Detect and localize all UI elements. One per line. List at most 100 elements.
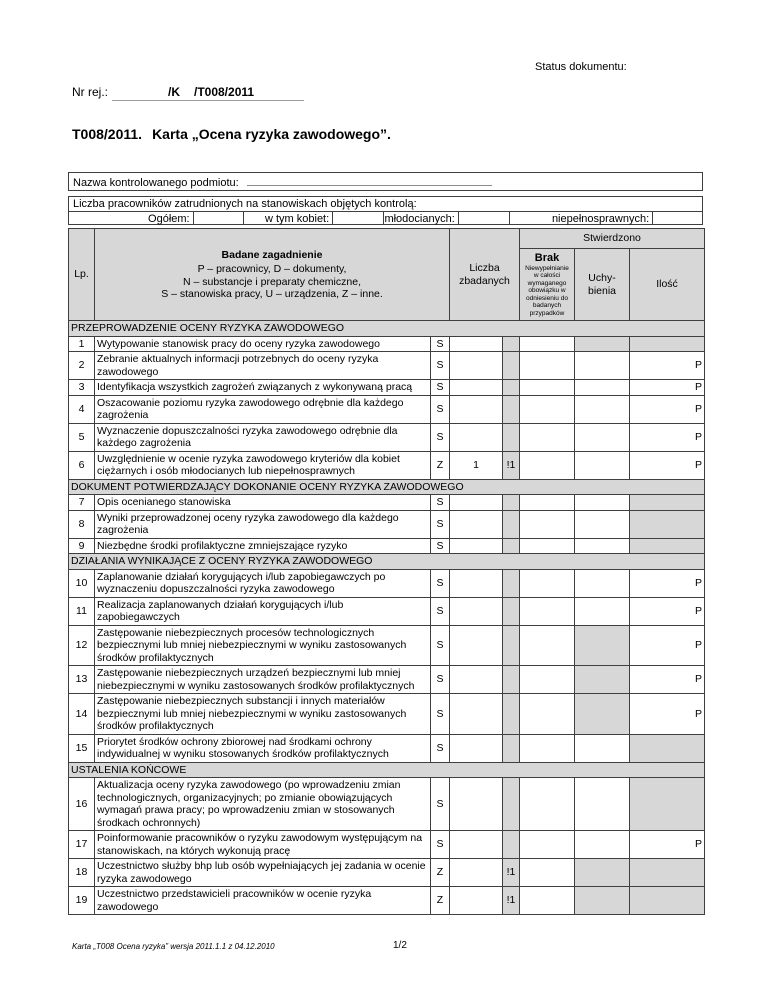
code-cell: S bbox=[430, 596, 450, 626]
table-row: 13 Zastępowanie niebezpiecznych urządzeń … bbox=[68, 665, 706, 694]
topic-cell: Uwzględnienie w ocenie ryzyka zawodowego… bbox=[94, 450, 431, 480]
topic-cell: Aktualizacja oceny ryzyka zawodowego (po… bbox=[94, 777, 431, 831]
total-label: Ogółem: bbox=[148, 213, 190, 225]
reg-part-t008: /T008/2011 bbox=[194, 85, 255, 99]
row-number-cell: 18 bbox=[68, 858, 95, 887]
code-cell: S bbox=[430, 379, 450, 396]
topic-legend-line: P – pracownicy, D – dokumenty, bbox=[197, 263, 347, 275]
examined-count-cell bbox=[449, 596, 503, 626]
uchybienia-cell bbox=[574, 596, 630, 626]
topic-cell: Wyniki przeprowadzonej oceny ryzyka zawo… bbox=[94, 509, 431, 539]
disabled-value-box bbox=[652, 212, 702, 225]
table-row: 4 Oszacowanie poziomu ryzyka zawodowego o… bbox=[68, 394, 706, 424]
uchybienia-cell bbox=[574, 394, 630, 424]
code-cell: S bbox=[430, 494, 450, 511]
row-number-cell: 4 bbox=[68, 394, 95, 424]
ilosc-cell bbox=[628, 509, 706, 539]
examined-count-cell bbox=[449, 351, 503, 380]
employees-count-box: Liczba pracowników zatrudnionych na stan… bbox=[68, 196, 703, 225]
section-row: DOKUMENT POTWIERDZAJĄCY DOKONANIE OCENY … bbox=[67, 478, 706, 495]
table-row: 10 Zaplanowanie działań korygujących i/lu… bbox=[68, 568, 706, 598]
brak-cell bbox=[519, 858, 575, 887]
topic-cell: Opis ocenianego stanowiska bbox=[94, 494, 431, 511]
table-row: 18 Uczestnictwo służby bhp lub osób wypeł… bbox=[68, 858, 706, 887]
uchybienia-cell bbox=[574, 450, 630, 480]
examined-count-cell bbox=[449, 509, 503, 539]
violation-mark-cell bbox=[502, 693, 520, 735]
topic-cell: Priorytet środków ochrony zbiorowej nad … bbox=[94, 733, 431, 763]
footer-version: Karta „T008 Ocena ryzyka” wersja 2011.1.… bbox=[72, 942, 275, 951]
violation-mark-cell bbox=[502, 568, 520, 598]
code-cell: S bbox=[430, 335, 450, 352]
uchybienia-cell bbox=[574, 693, 630, 735]
violation-mark-cell: !1 bbox=[502, 858, 520, 887]
table-row: 3 Identyfikacja wszystkich zagrożeń związ… bbox=[68, 379, 706, 396]
brak-cell bbox=[519, 422, 575, 452]
women-value-box bbox=[332, 212, 385, 225]
examined-count-cell bbox=[449, 494, 503, 511]
examined-count-cell bbox=[449, 858, 503, 887]
topic-cell: Oszacowanie poziomu ryzyka zawodowego od… bbox=[94, 394, 431, 424]
table-row: 12 Zastępowanie niebezpiecznych procesów … bbox=[68, 624, 706, 666]
row-number-cell: 19 bbox=[68, 886, 95, 915]
topic-legend-line: S – stanowiska pracy, U – urządzenia, Z … bbox=[161, 288, 383, 300]
topic-cell: Poinformowanie pracowników o ryzyku zawo… bbox=[94, 830, 431, 859]
brak-cell bbox=[519, 379, 575, 396]
col-header-topic: Badane zagadnienie P – pracownicy, D – d… bbox=[94, 228, 450, 321]
section-row: USTALENIA KOŃCOWE bbox=[67, 761, 706, 778]
page-title: T008/2011. Karta „Ocena ryzyka zawodowego… bbox=[72, 126, 391, 142]
uchybienia-cell bbox=[574, 351, 630, 380]
section-row: PRZEPROWADZENIE OCENY RYZYKA ZAWODOWEGO bbox=[67, 320, 706, 337]
row-number-cell: 15 bbox=[68, 733, 95, 763]
brak-cell bbox=[519, 693, 575, 735]
employees-count-label: Liczba pracowników zatrudnionych na stan… bbox=[73, 198, 417, 210]
examined-count-cell bbox=[449, 537, 503, 554]
code-cell: S bbox=[430, 830, 450, 859]
violation-mark-cell bbox=[502, 422, 520, 452]
uchybienia-cell bbox=[574, 624, 630, 666]
brak-cell bbox=[519, 777, 575, 831]
uchybienia-cell bbox=[574, 509, 630, 539]
row-number-cell: 14 bbox=[68, 693, 95, 735]
section-row: DZIAŁANIA WYNIKAJĄCE Z OCENY RYZYKA ZAWO… bbox=[67, 553, 706, 570]
table-row: 8 Wyniki przeprowadzonej oceny ryzyka zaw… bbox=[68, 509, 706, 539]
topic-cell: Uczestnictwo służby bhp lub osób wypełni… bbox=[94, 858, 431, 887]
ilosc-cell bbox=[628, 858, 706, 887]
uchybienia-cell bbox=[574, 777, 630, 831]
examined-count-cell: 1 bbox=[449, 450, 503, 480]
examined-count-cell bbox=[449, 568, 503, 598]
row-number-cell: 11 bbox=[68, 596, 95, 626]
table-row: 5 Wyznaczenie dopuszczalności ryzyka zawo… bbox=[68, 422, 706, 452]
brak-title: Brak bbox=[534, 252, 560, 264]
brak-cell bbox=[519, 886, 575, 915]
topic-cell: Zaplanowanie działań korygujących i/lub … bbox=[94, 568, 431, 598]
risk-table-body: PRZEPROWADZENIE OCENY RYZYKA ZAWODOWEGO 1… bbox=[67, 320, 706, 915]
row-number-cell: 9 bbox=[68, 537, 95, 554]
violation-mark-cell: !1 bbox=[502, 450, 520, 480]
row-number-cell: 7 bbox=[68, 494, 95, 511]
ilosc-cell: P bbox=[628, 379, 706, 396]
table-row: 9 Niezbędne środki profilaktyczne zmniejs… bbox=[68, 537, 706, 554]
uchybienia-cell bbox=[574, 537, 630, 554]
code-cell: S bbox=[430, 733, 450, 763]
examined-count-cell bbox=[449, 830, 503, 859]
juveniles-value-box bbox=[457, 212, 510, 225]
violation-mark-cell bbox=[502, 335, 520, 352]
section-header: USTALENIA KOŃCOWE bbox=[67, 761, 706, 778]
row-number-cell: 3 bbox=[68, 379, 95, 396]
row-number-cell: 8 bbox=[68, 509, 95, 539]
code-cell: S bbox=[430, 537, 450, 554]
section-header: PRZEPROWADZENIE OCENY RYZYKA ZAWODOWEGO bbox=[67, 320, 706, 337]
page-number: 1/2 bbox=[393, 940, 407, 951]
ilosc-cell: P bbox=[628, 830, 706, 859]
brak-cell bbox=[519, 568, 575, 598]
brak-note: Niewypełnianie w całości wymaganego obow… bbox=[525, 264, 569, 317]
violation-mark-cell bbox=[502, 394, 520, 424]
col-header-found: Stwierdzono bbox=[518, 228, 706, 249]
row-number-cell: 5 bbox=[68, 422, 95, 452]
section-header: DZIAŁANIA WYNIKAJĄCE Z OCENY RYZYKA ZAWO… bbox=[67, 553, 706, 570]
code-cell: S bbox=[430, 422, 450, 452]
disabled-label: niepełnosprawnych: bbox=[551, 213, 650, 225]
topic-cell: Niezbędne środki profilaktyczne zmniejsz… bbox=[94, 537, 431, 554]
